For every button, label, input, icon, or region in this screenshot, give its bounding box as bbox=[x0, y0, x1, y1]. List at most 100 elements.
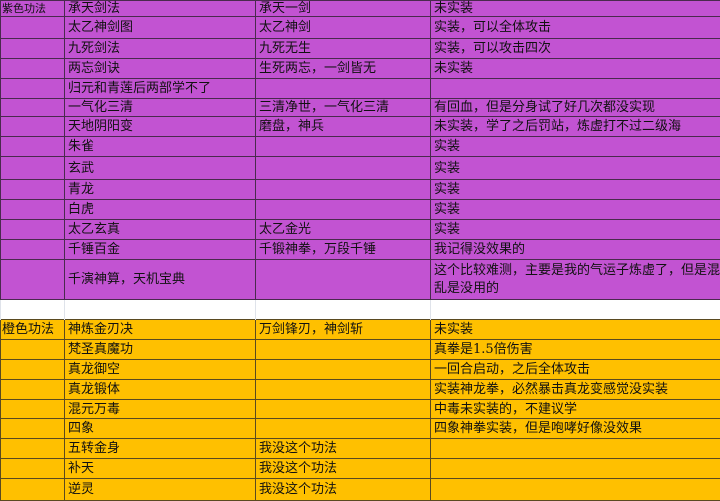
category-cell[interactable] bbox=[1, 180, 65, 200]
category-cell[interactable] bbox=[1, 157, 65, 180]
move-name-cell[interactable]: 万剑锋刃，神剑斩 bbox=[256, 320, 431, 340]
empty-cell[interactable] bbox=[431, 300, 720, 320]
skill-name-cell[interactable]: 朱雀 bbox=[65, 137, 256, 157]
note-cell[interactable]: 实装 bbox=[431, 200, 720, 220]
category-cell[interactable] bbox=[1, 459, 65, 479]
category-cell[interactable] bbox=[1, 17, 65, 39]
move-name-cell[interactable]: 三清净世，一气化三清 bbox=[256, 99, 431, 117]
move-name-cell[interactable] bbox=[256, 360, 431, 380]
move-name-cell[interactable]: 九死无生 bbox=[256, 39, 431, 59]
category-cell[interactable] bbox=[1, 380, 65, 400]
note-cell[interactable]: 实装 bbox=[431, 220, 720, 240]
category-cell[interactable] bbox=[1, 39, 65, 59]
skill-name-cell[interactable]: 两忘剑诀 bbox=[65, 59, 256, 79]
category-cell[interactable] bbox=[1, 240, 65, 260]
move-name-cell[interactable]: 我没这个功法 bbox=[256, 479, 431, 501]
table-row: 白虎 实装 bbox=[1, 200, 720, 220]
skill-name-cell[interactable]: 玄武 bbox=[65, 157, 256, 180]
move-name-cell[interactable] bbox=[256, 419, 431, 439]
category-cell[interactable] bbox=[1, 117, 65, 137]
note-cell[interactable]: 未实装 bbox=[431, 1, 720, 17]
move-name-cell[interactable] bbox=[256, 380, 431, 400]
move-name-cell[interactable]: 承天一剑 bbox=[256, 1, 431, 17]
skill-name-cell[interactable]: 太乙玄真 bbox=[65, 220, 256, 240]
move-name-cell[interactable]: 我没这个功法 bbox=[256, 439, 431, 459]
category-cell[interactable]: 橙色功法 bbox=[1, 320, 65, 340]
table-row: 混元万毒 中毒未实装的，不建议学 bbox=[1, 400, 720, 419]
skill-name-cell[interactable]: 梵圣真魔功 bbox=[65, 340, 256, 360]
note-cell[interactable]: 我记得没效果的 bbox=[431, 240, 720, 260]
note-cell[interactable]: 实装 bbox=[431, 157, 720, 180]
skill-name-cell[interactable]: 白虎 bbox=[65, 200, 256, 220]
category-cell[interactable] bbox=[1, 400, 65, 419]
skill-name-cell[interactable]: 五转金身 bbox=[65, 439, 256, 459]
skill-name-cell[interactable]: 千演神算，天机宝典 bbox=[65, 260, 256, 300]
category-cell[interactable] bbox=[1, 479, 65, 501]
category-cell[interactable] bbox=[1, 200, 65, 220]
category-cell[interactable] bbox=[1, 439, 65, 459]
skill-name-cell[interactable]: 真龙锻体 bbox=[65, 380, 256, 400]
skill-name-cell[interactable]: 承天剑法 bbox=[65, 1, 256, 17]
category-cell[interactable]: 紫色功法 bbox=[1, 1, 65, 17]
move-name-cell[interactable] bbox=[256, 180, 431, 200]
empty-cell[interactable] bbox=[65, 300, 256, 320]
empty-cell[interactable] bbox=[256, 300, 431, 320]
move-name-cell[interactable] bbox=[256, 200, 431, 220]
note-cell[interactable]: 实装 bbox=[431, 180, 720, 200]
category-cell[interactable] bbox=[1, 419, 65, 439]
move-name-cell[interactable] bbox=[256, 400, 431, 419]
note-cell[interactable] bbox=[431, 439, 720, 459]
skill-name-cell[interactable]: 补天 bbox=[65, 459, 256, 479]
note-cell[interactable]: 未实装，学了之后罚站，炼虚打不过二级海 bbox=[431, 117, 720, 137]
move-name-cell[interactable] bbox=[256, 79, 431, 99]
note-cell[interactable] bbox=[431, 459, 720, 479]
note-cell[interactable]: 未实装 bbox=[431, 320, 720, 340]
category-cell[interactable] bbox=[1, 360, 65, 380]
skill-name-cell[interactable]: 神炼金刃决 bbox=[65, 320, 256, 340]
move-name-cell[interactable]: 我没这个功法 bbox=[256, 459, 431, 479]
move-name-cell[interactable] bbox=[256, 260, 431, 300]
move-name-cell[interactable]: 千锻神拳，万段千锤 bbox=[256, 240, 431, 260]
category-cell[interactable] bbox=[1, 260, 65, 300]
skill-name-cell[interactable]: 九死剑法 bbox=[65, 39, 256, 59]
skill-name-cell[interactable]: 千锤百金 bbox=[65, 240, 256, 260]
move-name-cell[interactable]: 太乙神剑 bbox=[256, 17, 431, 39]
note-cell[interactable]: 实装，可以全体攻击 bbox=[431, 17, 720, 39]
skill-name-cell[interactable]: 一气化三清 bbox=[65, 99, 256, 117]
note-cell[interactable]: 一回合启动，之后全体攻击 bbox=[431, 360, 720, 380]
skill-name-cell[interactable]: 天地阴阳变 bbox=[65, 117, 256, 137]
note-cell[interactable]: 实装神龙拳，必然暴击真龙变感觉没实装 bbox=[431, 380, 720, 400]
category-cell[interactable] bbox=[1, 59, 65, 79]
note-cell[interactable]: 实装，可以攻击四次 bbox=[431, 39, 720, 59]
table-row: 玄武 实装 bbox=[1, 157, 720, 180]
empty-cell[interactable] bbox=[1, 300, 65, 320]
skill-name-cell[interactable]: 真龙御空 bbox=[65, 360, 256, 380]
category-cell[interactable] bbox=[1, 137, 65, 157]
move-name-cell[interactable] bbox=[256, 137, 431, 157]
note-cell[interactable]: 真拳是1.5倍伤害 bbox=[431, 340, 720, 360]
note-cell[interactable] bbox=[431, 79, 720, 99]
note-cell[interactable]: 有回血，但是分身试了好几次都没实现 bbox=[431, 99, 720, 117]
move-name-cell[interactable]: 太乙金光 bbox=[256, 220, 431, 240]
skill-name-cell[interactable]: 太乙神剑图 bbox=[65, 17, 256, 39]
note-cell[interactable]: 未实装 bbox=[431, 59, 720, 79]
category-cell[interactable] bbox=[1, 79, 65, 99]
note-cell[interactable]: 实装 bbox=[431, 137, 720, 157]
note-cell[interactable]: 中毒未实装的，不建议学 bbox=[431, 400, 720, 419]
note-cell[interactable]: 四象神拳实装，但是咆哮好像没效果 bbox=[431, 419, 720, 439]
table-row: 千演神算，天机宝典 这个比较难测，主要是我的气运子炼虚了，但是混乱是没用的 bbox=[1, 260, 720, 300]
note-cell[interactable] bbox=[431, 479, 720, 501]
skill-name-cell[interactable]: 逆灵 bbox=[65, 479, 256, 501]
move-name-cell[interactable]: 生死两忘，一剑皆无 bbox=[256, 59, 431, 79]
category-cell[interactable] bbox=[1, 340, 65, 360]
move-name-cell[interactable]: 磨盘，神兵 bbox=[256, 117, 431, 137]
skill-name-cell[interactable]: 归元和青莲后两部学不了 bbox=[65, 79, 256, 99]
skill-name-cell[interactable]: 混元万毒 bbox=[65, 400, 256, 419]
category-cell[interactable] bbox=[1, 220, 65, 240]
move-name-cell[interactable] bbox=[256, 340, 431, 360]
skill-name-cell[interactable]: 四象 bbox=[65, 419, 256, 439]
move-name-cell[interactable] bbox=[256, 157, 431, 180]
note-cell[interactable]: 这个比较难测，主要是我的气运子炼虚了，但是混乱是没用的 bbox=[431, 260, 720, 300]
skill-name-cell[interactable]: 青龙 bbox=[65, 180, 256, 200]
category-cell[interactable] bbox=[1, 99, 65, 117]
